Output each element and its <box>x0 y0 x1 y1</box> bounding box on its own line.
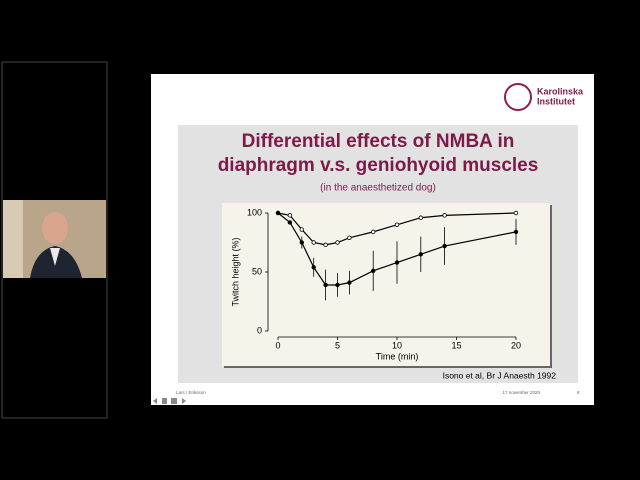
data-point <box>371 268 376 274</box>
data-point <box>442 213 447 218</box>
logo-text: Institutet <box>537 96 575 106</box>
chart-panel <box>222 203 550 366</box>
footer-author: Lars I Eriksson <box>176 390 206 395</box>
data-point <box>513 210 519 216</box>
data-point <box>311 265 316 270</box>
data-point <box>299 240 304 245</box>
data-point <box>442 243 447 249</box>
slide-title: Differential effects of NMBA in <box>242 131 515 152</box>
slide-controls[interactable] <box>153 398 186 404</box>
logo-emblem <box>504 83 532 111</box>
data-point <box>347 235 352 240</box>
data-point <box>275 210 281 216</box>
data-point <box>513 229 519 235</box>
data-point <box>394 260 400 265</box>
data-point <box>418 252 423 257</box>
plot: 0 50 100 0 5 10 15 20 Time (min) Twitch height (%… <box>230 207 521 361</box>
data-point <box>335 282 340 288</box>
footer-page: 8 <box>577 390 580 395</box>
data-point <box>323 282 328 288</box>
citation: Isono et al, Br J Anaesth 1992 <box>443 370 557 380</box>
x-tick-label: 15 <box>451 340 461 350</box>
data-point <box>371 229 376 235</box>
x-axis-label: Time (min) <box>376 351 419 361</box>
y-tick-label: 100 <box>247 207 262 217</box>
logo-text: Karolinska <box>537 86 584 96</box>
slide-title: diaphragm v.s. geniohyoid muscles <box>218 155 539 176</box>
y-tick-label: 0 <box>257 325 262 335</box>
x-tick-label: 10 <box>392 340 402 350</box>
x-tick-label: 5 <box>335 340 340 350</box>
footer-date: 17 november 2020 <box>502 390 540 395</box>
data-point <box>287 213 293 218</box>
x-tick-label: 20 <box>511 340 521 350</box>
data-point <box>418 215 423 220</box>
data-point <box>394 222 400 227</box>
data-point <box>299 227 304 232</box>
webcam-video <box>3 200 106 278</box>
data-point <box>323 242 328 248</box>
y-tick-label: 50 <box>252 266 262 276</box>
data-point <box>347 280 352 285</box>
data-point <box>311 240 316 245</box>
y-axis-label: Twitch height (%) <box>230 237 240 306</box>
x-tick-label: 0 <box>275 340 280 350</box>
series-line <box>277 212 517 286</box>
series-line <box>277 212 517 246</box>
data-point <box>335 240 340 245</box>
slide-subtitle: (in the anaesthetized dog) <box>320 183 436 194</box>
data-point <box>287 220 293 225</box>
